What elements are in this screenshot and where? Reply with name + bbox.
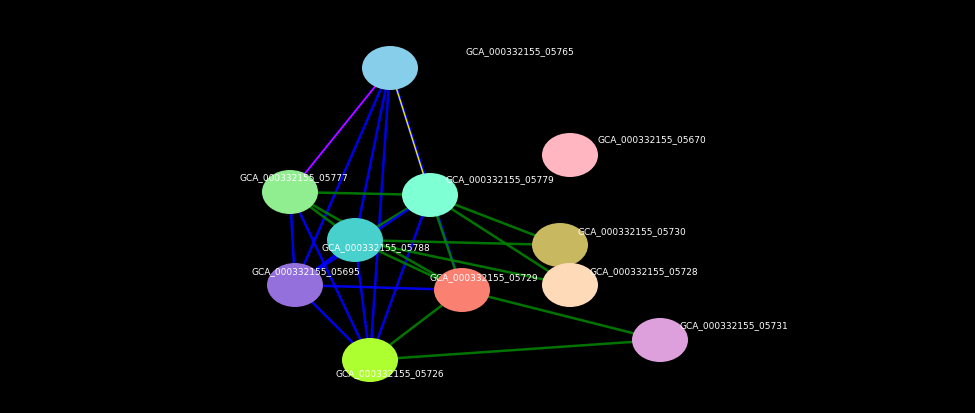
Text: GCA_000332155_05765: GCA_000332155_05765: [465, 47, 573, 57]
Ellipse shape: [342, 338, 398, 382]
Ellipse shape: [434, 268, 490, 312]
Text: GCA_000332155_05779: GCA_000332155_05779: [446, 176, 555, 185]
Ellipse shape: [327, 218, 383, 262]
Text: GCA_000332155_05788: GCA_000332155_05788: [322, 244, 431, 252]
Text: GCA_000332155_05695: GCA_000332155_05695: [252, 268, 361, 276]
Text: GCA_000332155_05777: GCA_000332155_05777: [240, 173, 349, 183]
Ellipse shape: [632, 318, 688, 362]
Ellipse shape: [262, 170, 318, 214]
Ellipse shape: [542, 263, 598, 307]
Ellipse shape: [267, 263, 323, 307]
Ellipse shape: [402, 173, 458, 217]
Text: GCA_000332155_05670: GCA_000332155_05670: [598, 135, 707, 145]
Text: GCA_000332155_05730: GCA_000332155_05730: [578, 228, 686, 237]
Ellipse shape: [362, 46, 418, 90]
Text: GCA_000332155_05729: GCA_000332155_05729: [430, 273, 538, 282]
Ellipse shape: [542, 133, 598, 177]
Text: GCA_000332155_05731: GCA_000332155_05731: [680, 321, 789, 330]
Text: GCA_000332155_05726: GCA_000332155_05726: [335, 370, 444, 378]
Ellipse shape: [532, 223, 588, 267]
Text: GCA_000332155_05728: GCA_000332155_05728: [590, 268, 699, 276]
